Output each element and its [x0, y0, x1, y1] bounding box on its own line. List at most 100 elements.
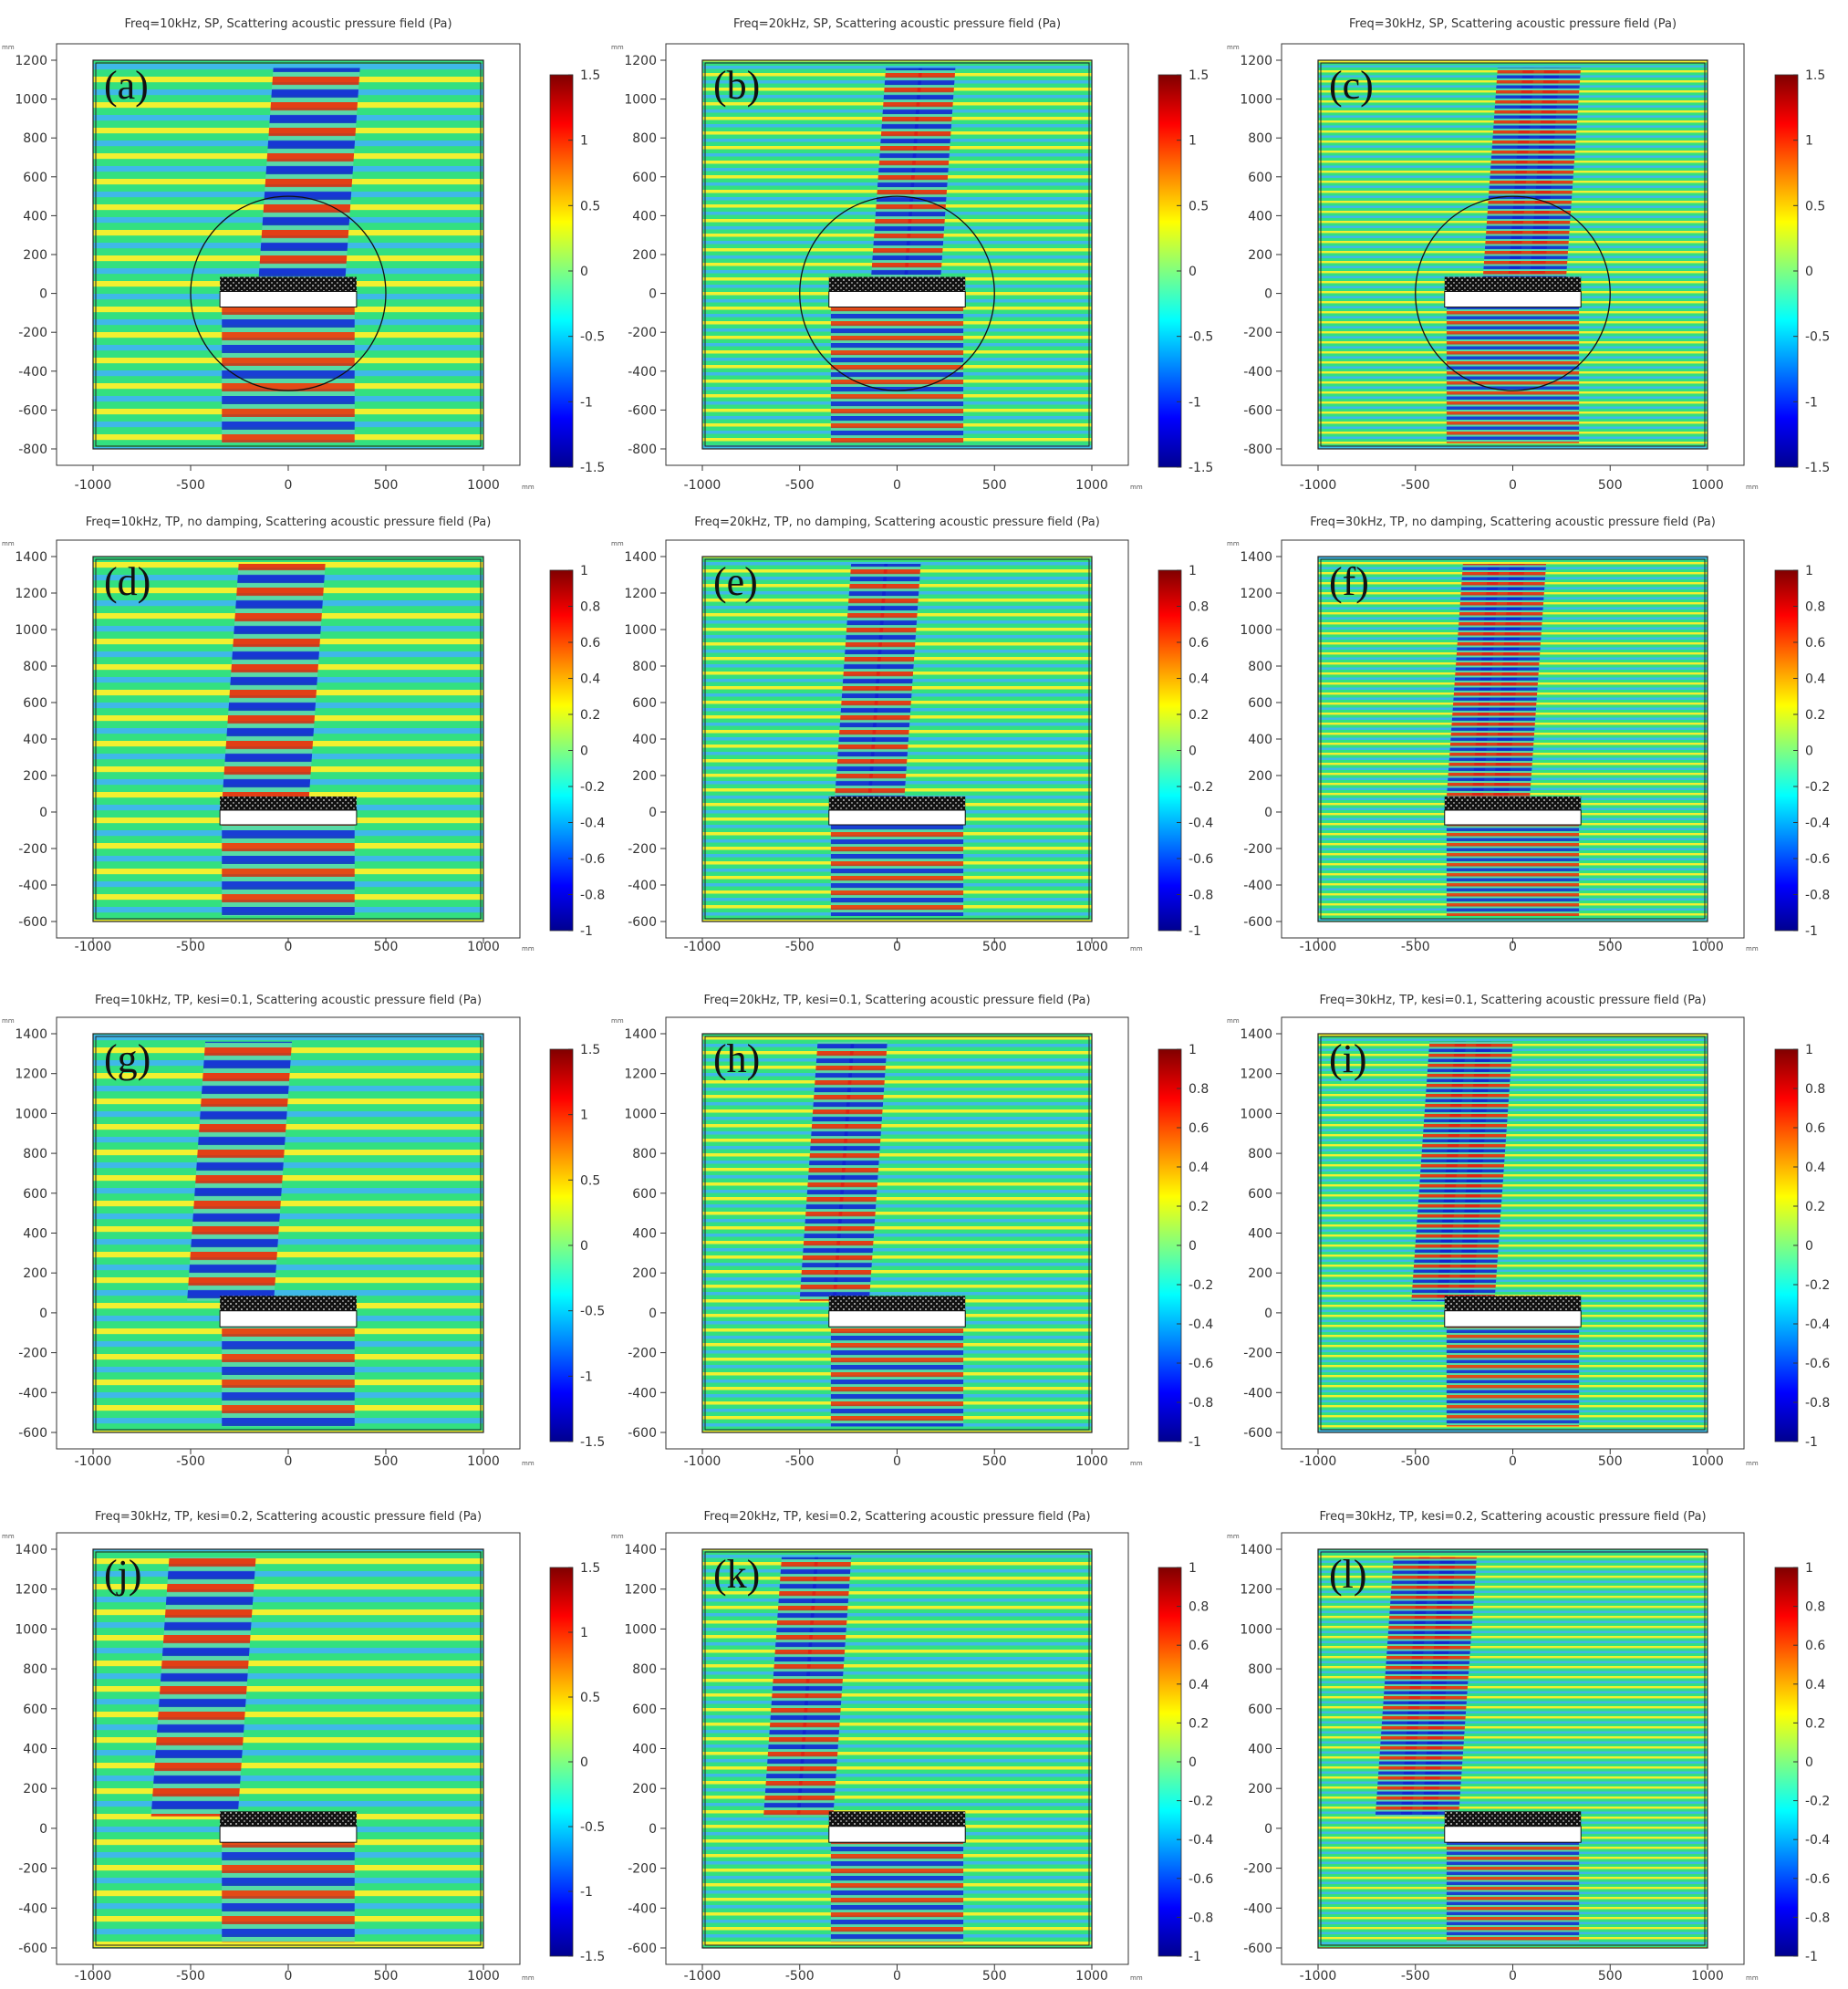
y-tick-label: 0 [649, 287, 657, 302]
domain-boundary [95, 1036, 482, 1431]
backing-plate [219, 1826, 358, 1843]
beam-lobe [1422, 1557, 1477, 1817]
colorbar-tick-label: -0.8 [1189, 1911, 1213, 1925]
colorbar-tick-label: -1 [1805, 1435, 1818, 1450]
x-tick-label: 1000 [467, 940, 500, 954]
colorbar-tick-label: -0.6 [1805, 1872, 1830, 1887]
y-tick-label: 0 [1264, 806, 1272, 820]
colorbar-tick-label: -1 [1805, 1950, 1818, 1964]
colorbar-tick-label: -0.2 [580, 780, 605, 795]
y-tick-label: 200 [23, 248, 47, 263]
x-unit: mm [1746, 1460, 1759, 1467]
colorbar-tick-label: 1 [1189, 1561, 1197, 1576]
colorbar-tick-label: 0.8 [1189, 1600, 1209, 1615]
colorbar-tick-label: 0.8 [1189, 600, 1209, 615]
colorbar-tick-label: 0.8 [1805, 600, 1825, 615]
y-tick-label: 800 [632, 1662, 657, 1677]
y-tick-label: -600 [1243, 403, 1272, 418]
colorbar-tick-label: 1.5 [580, 1043, 600, 1057]
y-tick-label: 1200 [1240, 587, 1272, 601]
colorbar-tick-label: -0.4 [580, 817, 605, 831]
y-tick-label: -200 [18, 1862, 47, 1877]
y-unit: mm [611, 1017, 624, 1025]
back-lobe [222, 1836, 355, 1942]
y-unit: mm [2, 44, 15, 51]
transducer-array [1444, 276, 1582, 292]
x-unit: mm [1746, 1974, 1759, 1982]
backing-plate [828, 290, 966, 308]
x-tick-label: 0 [1509, 478, 1517, 493]
y-tick-label: 200 [23, 1782, 47, 1796]
y-tick-label: -200 [18, 1347, 47, 1361]
colorbar-tick-label: -1 [580, 924, 593, 939]
colorbar-tick-label: 0.5 [580, 1691, 600, 1705]
x-tick-label: 500 [982, 478, 1007, 493]
beam-lobe [1529, 68, 1582, 282]
panel-title: Freq=20kHz, TP, kesi=0.2, Scattering aco… [703, 1510, 1090, 1524]
y-tick-label: 600 [1248, 1187, 1272, 1202]
colorbar-tick-label: -0.8 [1805, 889, 1830, 903]
y-tick-label: -400 [18, 879, 47, 893]
x-tick-label: -1000 [1300, 1454, 1337, 1469]
x-tick-label: -500 [1401, 1454, 1430, 1469]
colorbar-tick-label: 0.4 [1189, 1161, 1209, 1175]
colorbar-tick-label: 0.6 [1805, 636, 1825, 651]
y-tick-label: -400 [1243, 1901, 1272, 1916]
colorbar-tick-label: -1 [580, 1369, 593, 1384]
backing-plate [1444, 290, 1582, 308]
y-tick-label: -600 [18, 1426, 47, 1441]
colorbar-tick-label: -1.5 [580, 1950, 605, 1964]
y-tick-label: -200 [1243, 1862, 1272, 1877]
colorbar-tick-label: -1.5 [1805, 461, 1830, 475]
x-unit: mm [1130, 945, 1143, 953]
colorbar-tick-label: 0 [1805, 1239, 1813, 1254]
y-tick-label: 600 [1248, 171, 1272, 185]
panel-label: (e) [713, 559, 758, 604]
colorbar-tick-label: 0 [1805, 1755, 1813, 1770]
x-unit: mm [1746, 484, 1759, 491]
colorbar-tick-label: 0.6 [1189, 1121, 1209, 1136]
panel-h: Freq=20kHz, TP, kesi=0.1, Scattering aco… [611, 994, 1213, 1469]
x-tick-label: 500 [982, 940, 1007, 954]
colorbar-tick-label: 1.5 [580, 1561, 600, 1576]
beam-lobe [832, 1041, 888, 1301]
x-tick-label: 1000 [1691, 1454, 1724, 1469]
x-unit: mm [1130, 1974, 1143, 1982]
y-tick-label: 1000 [624, 1107, 657, 1121]
domain-boundary [95, 558, 482, 920]
y-tick-label: 800 [1248, 660, 1272, 674]
x-tick-label: -500 [1401, 478, 1430, 493]
y-tick-label: 1400 [1240, 1027, 1272, 1042]
y-tick-label: 1200 [624, 1067, 657, 1082]
x-tick-label: 0 [1509, 1454, 1517, 1469]
transducer-array [1444, 1296, 1582, 1311]
beam-lobe [222, 564, 326, 801]
colorbar-tick-label: 1 [580, 134, 588, 149]
colorbar-tick-label: 0.5 [580, 1173, 600, 1188]
y-tick-label: 800 [1248, 131, 1272, 146]
back-lobe [1446, 1320, 1580, 1427]
colorbar-tick-label: 0 [580, 745, 588, 759]
y-tick-label: -200 [628, 842, 657, 857]
x-tick-label: 0 [285, 478, 293, 493]
panel-label: (g) [104, 1036, 151, 1081]
panel-label: (d) [104, 559, 151, 604]
colorbar-tick-label: 0.8 [1805, 1600, 1825, 1615]
colorbar-tick-label: -0.4 [1805, 1833, 1830, 1848]
y-tick-label: -600 [18, 915, 47, 930]
x-tick-label: -500 [176, 478, 205, 493]
backing-plate [1444, 1826, 1582, 1843]
transducer-array [220, 1811, 357, 1827]
y-tick-label: 0 [1264, 1307, 1272, 1321]
colorbar-tick-label: -0.4 [1805, 817, 1830, 831]
transducer-array [828, 1296, 966, 1311]
y-tick-label: -200 [1243, 326, 1272, 340]
beam-lobe [1492, 564, 1547, 801]
colorbar-tick-label: 0.6 [580, 636, 600, 651]
y-tick-label: 1000 [15, 1107, 47, 1121]
y-tick-label: -400 [18, 1901, 47, 1916]
y-tick-label: 1400 [624, 1543, 657, 1557]
y-tick-label: 1200 [1240, 54, 1272, 68]
y-tick-label: 200 [1248, 1266, 1272, 1281]
x-tick-label: 500 [374, 1454, 399, 1469]
